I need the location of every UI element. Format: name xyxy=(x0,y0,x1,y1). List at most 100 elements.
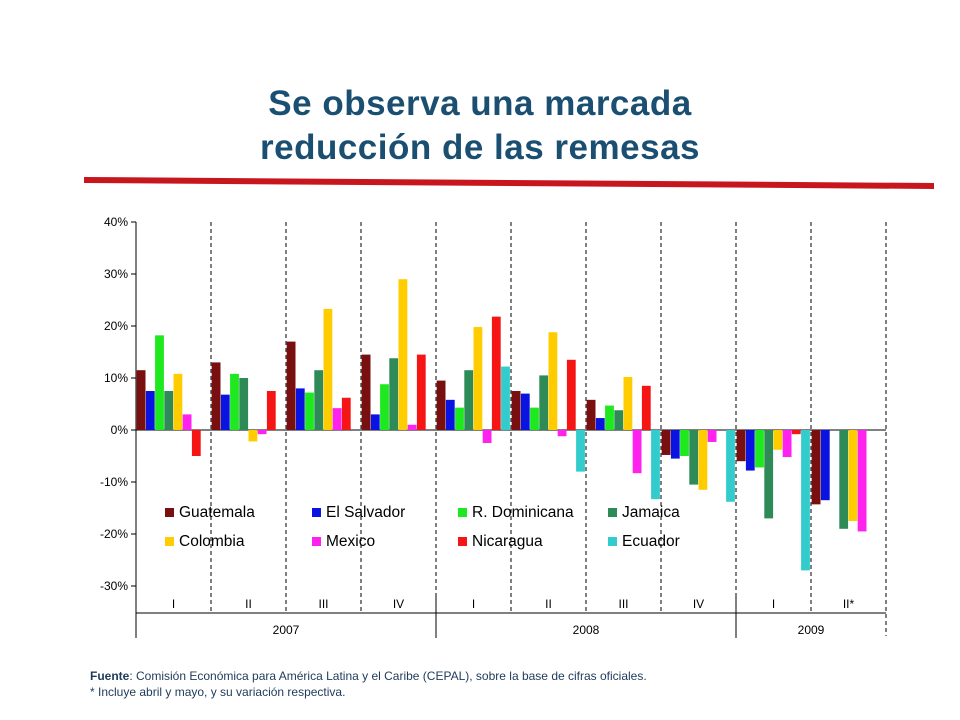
year-label: 2007 xyxy=(273,623,300,637)
bar-mexico xyxy=(782,430,792,458)
bar-jamaica xyxy=(239,378,249,430)
title-underline xyxy=(84,177,934,189)
quarter-label: III xyxy=(318,597,328,611)
bar-guatemala xyxy=(436,380,446,430)
bar-el-salvador xyxy=(670,430,680,459)
bar-el-salvador xyxy=(520,393,530,430)
bar-mexico xyxy=(632,430,642,474)
source-label: Fuente xyxy=(90,669,130,683)
footnote: Fuente: Comisión Económica para América … xyxy=(90,668,647,700)
year-label: 2009 xyxy=(798,623,825,637)
bar-colombia xyxy=(773,430,783,450)
bar-guatemala xyxy=(661,430,671,455)
bar-r-dominicana xyxy=(455,407,464,430)
bar-jamaica xyxy=(314,370,324,430)
y-tick-label: 20% xyxy=(104,319,128,333)
bar-r-dominicana xyxy=(230,373,239,430)
legend-swatch xyxy=(608,537,617,546)
bar-nicaragua xyxy=(191,430,201,456)
quarter-label: I xyxy=(172,597,175,611)
quarter-label: IV xyxy=(693,597,704,611)
legend-swatch xyxy=(165,537,174,546)
legend-label: Jamaica xyxy=(622,504,680,521)
y-tick-label: 30% xyxy=(104,267,128,281)
bar-ecuador xyxy=(576,430,585,472)
legend-label: R. Dominicana xyxy=(472,504,574,521)
quarter-label: I xyxy=(772,597,775,611)
bar-colombia xyxy=(323,308,333,430)
legend-label: Nicaragua xyxy=(472,533,543,550)
bar-r-dominicana xyxy=(380,384,389,430)
legend-swatch xyxy=(458,508,467,517)
bar-guatemala xyxy=(211,362,221,430)
bar-jamaica xyxy=(539,375,549,430)
bar-jamaica xyxy=(689,430,699,485)
bar-r-dominicana xyxy=(605,405,614,430)
bar-r-dominicana xyxy=(530,407,539,430)
bar-ecuador xyxy=(726,430,735,502)
legend-swatch xyxy=(458,537,467,546)
slide-title-line-2: reducción de las remesas xyxy=(260,128,700,167)
bar-mexico xyxy=(482,430,492,443)
y-tick-label: -30% xyxy=(100,579,128,593)
y-tick-label: 10% xyxy=(104,371,128,385)
bar-mexico xyxy=(857,430,867,532)
slide-title: Se observa una marcada reducción de las … xyxy=(0,82,960,170)
bar-el-salvador xyxy=(745,430,755,471)
quarter-label: I xyxy=(472,597,475,611)
bar-el-salvador xyxy=(145,391,155,430)
quarter-label: III xyxy=(618,597,628,611)
bar-guatemala xyxy=(736,430,746,462)
bar-colombia xyxy=(848,430,858,521)
bar-nicaragua xyxy=(416,354,426,430)
quarter-label: II xyxy=(245,597,252,611)
bar-r-dominicana xyxy=(755,430,764,468)
legend-swatch xyxy=(165,508,174,517)
bar-el-salvador xyxy=(445,399,455,430)
bar-nicaragua xyxy=(341,397,351,430)
asterisk-note: * Incluye abril y mayo, y su variación r… xyxy=(90,685,346,699)
bar-jamaica xyxy=(389,358,399,430)
bar-nicaragua xyxy=(791,430,801,435)
bar-nicaragua xyxy=(491,316,501,430)
legend-swatch xyxy=(312,508,321,517)
bar-ecuador xyxy=(801,430,810,571)
bar-mexico xyxy=(707,430,717,442)
bar-mexico xyxy=(557,430,567,437)
y-tick-label: -20% xyxy=(100,527,128,541)
bar-el-salvador xyxy=(295,388,305,430)
y-tick-label: 0% xyxy=(111,423,129,437)
bar-colombia xyxy=(173,373,183,430)
quarter-label: IV xyxy=(393,597,404,611)
legend-label: El Salvador xyxy=(326,504,405,521)
bar-guatemala xyxy=(286,341,296,430)
bar-el-salvador xyxy=(220,394,230,430)
bar-jamaica xyxy=(614,410,624,430)
bar-guatemala xyxy=(811,430,821,505)
bar-colombia xyxy=(473,327,483,430)
legend-swatch xyxy=(312,537,321,546)
bar-ecuador xyxy=(651,430,660,500)
legend-label: Mexico xyxy=(326,533,375,550)
bar-guatemala xyxy=(361,354,371,430)
slide-title-line-1: Se observa una marcada xyxy=(268,84,692,123)
bar-el-salvador xyxy=(370,414,380,430)
bar-jamaica xyxy=(464,370,474,430)
bar-mexico xyxy=(407,424,417,430)
source-text: : Comisión Económica para América Latina… xyxy=(129,669,647,683)
bar-jamaica xyxy=(764,430,774,519)
bar-mexico xyxy=(332,408,342,430)
bar-mexico xyxy=(257,430,267,435)
bar-colombia xyxy=(548,332,558,430)
bar-mexico xyxy=(182,414,192,430)
bar-guatemala xyxy=(511,391,521,430)
legend-label: Ecuador xyxy=(622,533,680,550)
y-tick-label: -10% xyxy=(100,475,128,489)
legend-swatch xyxy=(608,508,617,517)
y-tick-label: 40% xyxy=(104,215,128,229)
bar-r-dominicana xyxy=(680,430,689,456)
bar-nicaragua xyxy=(641,385,651,430)
quarter-label: II* xyxy=(843,597,855,611)
bar-guatemala xyxy=(136,370,146,430)
